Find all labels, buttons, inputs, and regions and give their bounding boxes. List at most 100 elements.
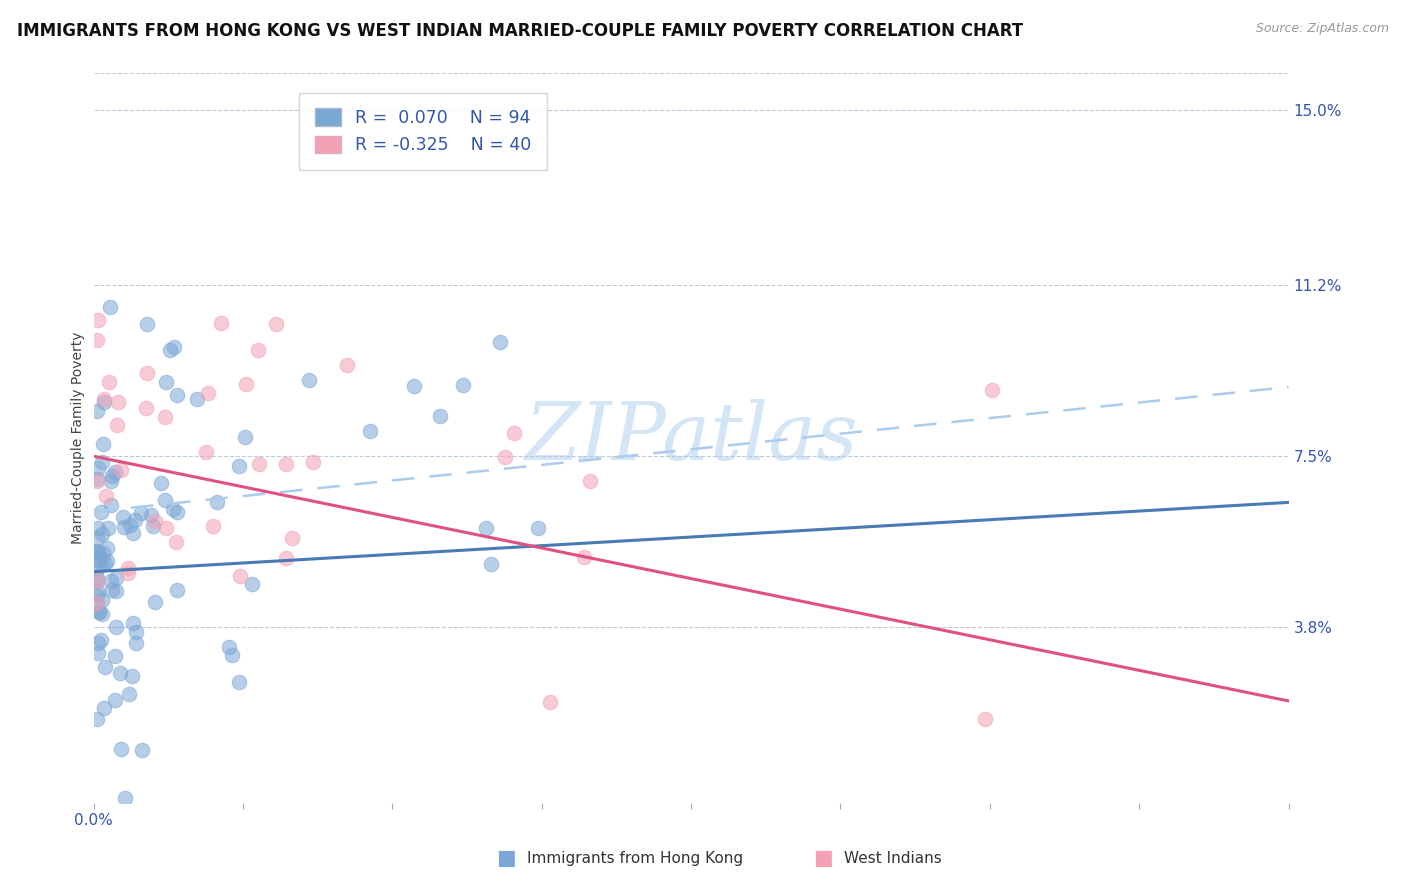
Text: Source: ZipAtlas.com: Source: ZipAtlas.com	[1256, 22, 1389, 36]
Point	[117, 566, 139, 581]
Point	[165, 534, 187, 549]
Point	[86, 549, 108, 563]
Point	[101, 469, 124, 483]
Point	[94, 490, 117, 504]
Point	[129, 506, 152, 520]
Point	[86, 574, 108, 588]
Point	[336, 358, 359, 372]
Point	[122, 616, 145, 631]
Point	[86, 584, 108, 599]
Point	[101, 582, 124, 597]
Point	[276, 551, 298, 566]
Text: ■: ■	[813, 848, 832, 868]
Point	[90, 632, 112, 647]
Point	[86, 313, 108, 327]
Point	[87, 461, 110, 475]
Point	[104, 571, 127, 585]
Point	[142, 518, 165, 533]
Point	[107, 395, 129, 409]
Point	[162, 501, 184, 516]
Point	[86, 474, 108, 488]
Point	[86, 404, 108, 418]
Point	[139, 508, 162, 522]
Point	[87, 646, 110, 660]
Point	[104, 583, 127, 598]
Point	[125, 624, 148, 639]
Y-axis label: Married-Couple Family Poverty: Married-Couple Family Poverty	[72, 332, 86, 544]
Point	[94, 556, 117, 570]
Point	[86, 588, 108, 602]
Point	[136, 366, 159, 380]
Point	[209, 316, 232, 330]
Point	[96, 541, 118, 556]
Point	[90, 505, 112, 519]
Point	[247, 343, 270, 357]
Point	[980, 383, 1002, 397]
Point	[110, 463, 132, 477]
Point	[489, 335, 512, 350]
Point	[100, 498, 122, 512]
Point	[86, 544, 108, 558]
Point	[111, 510, 134, 524]
Point	[86, 562, 108, 576]
Point	[163, 340, 186, 354]
Point	[503, 425, 526, 440]
Point	[87, 520, 110, 534]
Point	[86, 545, 108, 559]
Point	[90, 454, 112, 468]
Legend: R =  0.070    N = 94, R = -0.325    N = 40: R = 0.070 N = 94, R = -0.325 N = 40	[299, 93, 547, 170]
Point	[105, 620, 128, 634]
Point	[153, 493, 176, 508]
Point	[479, 557, 502, 571]
Point	[86, 596, 108, 610]
Point	[195, 444, 218, 458]
Point	[228, 458, 250, 473]
Point	[572, 550, 595, 565]
Point	[91, 607, 114, 621]
Point	[104, 649, 127, 664]
Point	[104, 692, 127, 706]
Point	[131, 743, 153, 757]
Point	[108, 666, 131, 681]
Point	[228, 675, 250, 690]
Point	[155, 375, 177, 389]
Point	[86, 597, 108, 611]
Point	[281, 532, 304, 546]
Point	[136, 317, 159, 331]
Point	[93, 394, 115, 409]
Point	[153, 410, 176, 425]
Point	[186, 392, 208, 406]
Point	[159, 343, 181, 357]
Point	[135, 401, 157, 415]
Point	[86, 571, 108, 585]
Point	[166, 388, 188, 402]
Point	[121, 669, 143, 683]
Point	[538, 695, 561, 709]
Point	[122, 525, 145, 540]
Point	[90, 592, 112, 607]
Point	[86, 712, 108, 726]
Point	[240, 576, 263, 591]
Point	[100, 474, 122, 488]
Point	[166, 582, 188, 597]
Point	[974, 712, 997, 726]
Point	[118, 687, 141, 701]
Point	[104, 466, 127, 480]
Point	[143, 514, 166, 528]
Point	[495, 450, 517, 464]
Point	[86, 472, 108, 486]
Point	[276, 457, 298, 471]
Point	[218, 640, 240, 655]
Point	[114, 791, 136, 805]
Point	[124, 513, 146, 527]
Point	[197, 386, 219, 401]
Point	[233, 430, 256, 444]
Point	[202, 519, 225, 533]
Point	[87, 605, 110, 619]
Point	[578, 474, 600, 488]
Point	[120, 517, 142, 532]
Point	[117, 560, 139, 574]
Text: West Indians: West Indians	[844, 851, 942, 865]
Point	[453, 377, 475, 392]
Point	[105, 418, 128, 433]
